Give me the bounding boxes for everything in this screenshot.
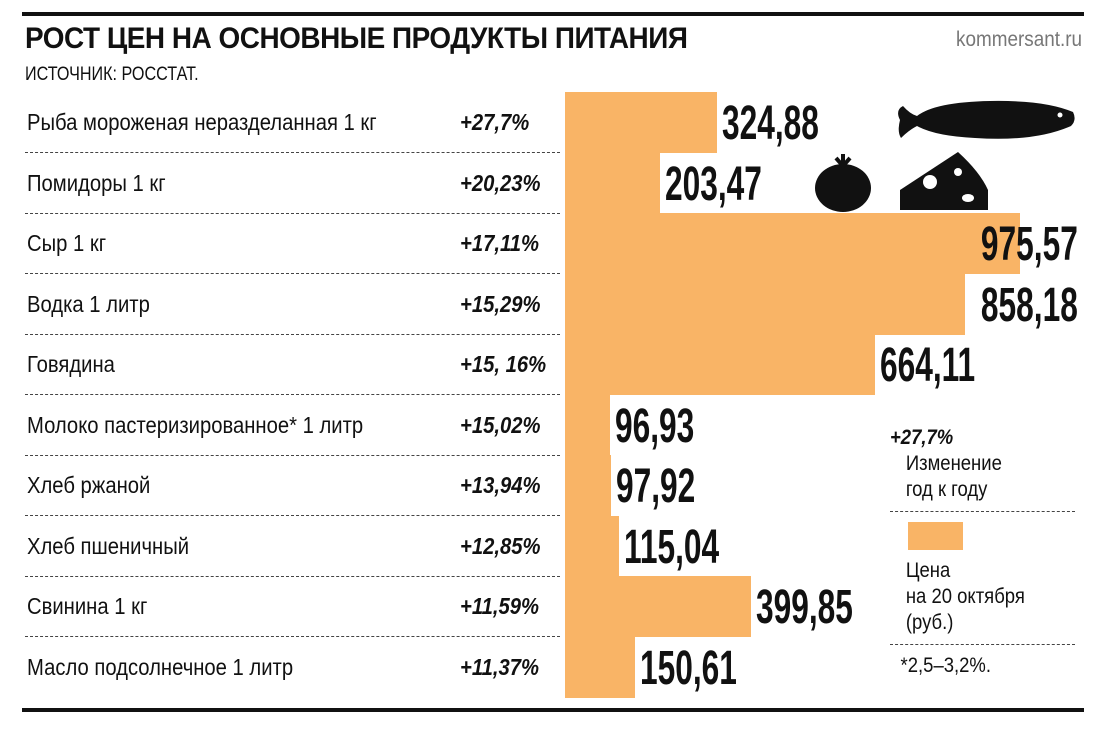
category-row: Хлеб ржаной +13,94% xyxy=(25,455,560,516)
category-row: Свинина 1 кг +11,59% xyxy=(25,576,560,637)
price-bar xyxy=(565,92,717,153)
change-label: +12,85% xyxy=(460,532,541,559)
category-row: Хлеб пшеничный +12,85% xyxy=(25,516,560,577)
change-label: +13,94% xyxy=(460,472,541,498)
change-label: +15,02% xyxy=(460,411,541,438)
change-label: +17,11% xyxy=(460,230,539,256)
category-row: Водка 1 литр +15,29% xyxy=(25,274,560,335)
category-label: Сыр 1 кг xyxy=(27,230,107,256)
value-label: 858,18 xyxy=(981,278,1078,332)
legend: +27,7% Изменение год к году Цена на 20 о… xyxy=(890,425,1075,679)
change-label: +15,29% xyxy=(460,290,541,317)
category-label: Хлеб пшеничный xyxy=(27,532,190,559)
price-bar xyxy=(565,273,966,335)
value-label: 203,47 xyxy=(664,157,762,211)
category-label: Свинина 1 кг xyxy=(27,593,148,619)
category-row: Молоко пастеризированное* 1 литр +15,02% xyxy=(25,395,560,456)
category-label: Помидоры 1 кг xyxy=(27,169,166,196)
legend-price-swatch xyxy=(908,522,963,550)
source-note: ИСТОЧНИК: РОССТАТ. xyxy=(25,64,199,85)
chart-title: РОСТ ЦЕН НА ОСНОВНЫЕ ПРОДУКТЫ ПИТАНИЯ xyxy=(25,22,688,55)
change-label: +15, 16% xyxy=(460,351,547,377)
category-row: Помидоры 1 кг +20,23% xyxy=(25,153,560,214)
legend-price-line3: (руб.) xyxy=(905,611,954,634)
legend-change-example: +27,7% xyxy=(890,426,954,449)
category-label: Масло подсолнечное 1 литр xyxy=(27,653,294,680)
category-label: Рыба мороженая неразделанная 1 кг xyxy=(27,109,377,135)
price-bar xyxy=(565,334,875,395)
category-label: Молоко пастеризированное* 1 литр xyxy=(27,411,364,438)
cheese-icon xyxy=(900,152,988,210)
legend-change-line1: Изменение xyxy=(905,452,1002,475)
legend-divider xyxy=(890,511,1075,512)
category-label: Водка 1 литр xyxy=(27,290,150,317)
legend-change-line2: год к году xyxy=(905,478,988,501)
value-label: 664,11 xyxy=(879,339,975,392)
category-label: Говядина xyxy=(27,351,115,377)
category-label: Хлеб ржаной xyxy=(27,472,151,498)
category-row: Сыр 1 кг +17,11% xyxy=(25,213,560,274)
price-bar xyxy=(565,636,636,698)
value-label: 97,92 xyxy=(615,460,695,513)
price-bar xyxy=(565,515,619,577)
category-row: Говядина +15, 16% xyxy=(25,334,560,395)
value-label: 324,88 xyxy=(721,97,819,150)
value-label: 96,93 xyxy=(615,399,695,453)
fish-icon xyxy=(898,100,1075,139)
top-rule xyxy=(22,12,1084,16)
change-label: +20,23% xyxy=(460,169,541,196)
price-bar xyxy=(565,152,660,214)
category-row: Рыба мороженая неразделанная 1 кг +27,7% xyxy=(25,92,560,153)
price-bar xyxy=(565,576,752,637)
legend-divider xyxy=(890,644,1075,645)
legend-price-line2: на 20 октября xyxy=(905,585,1025,608)
legend-price-line1: Цена xyxy=(905,559,951,582)
value-label: 399,85 xyxy=(756,581,854,634)
price-bar xyxy=(565,455,611,516)
price-bar xyxy=(565,394,611,456)
price-bar xyxy=(565,213,1020,274)
tomato-icon xyxy=(815,154,871,212)
footnote: *2,5–3,2%. xyxy=(900,654,991,677)
change-label: +11,37% xyxy=(460,653,539,680)
value-label: 115,04 xyxy=(623,520,719,574)
change-label: +11,59% xyxy=(460,593,539,619)
site-name: kommersant.ru xyxy=(955,28,1082,51)
value-label: 975,57 xyxy=(981,218,1078,271)
category-row: Масло подсолнечное 1 литр +11,37% xyxy=(25,637,560,697)
change-label: +27,7% xyxy=(460,109,530,135)
value-label: 150,61 xyxy=(640,641,738,695)
bottom-rule xyxy=(22,708,1084,712)
